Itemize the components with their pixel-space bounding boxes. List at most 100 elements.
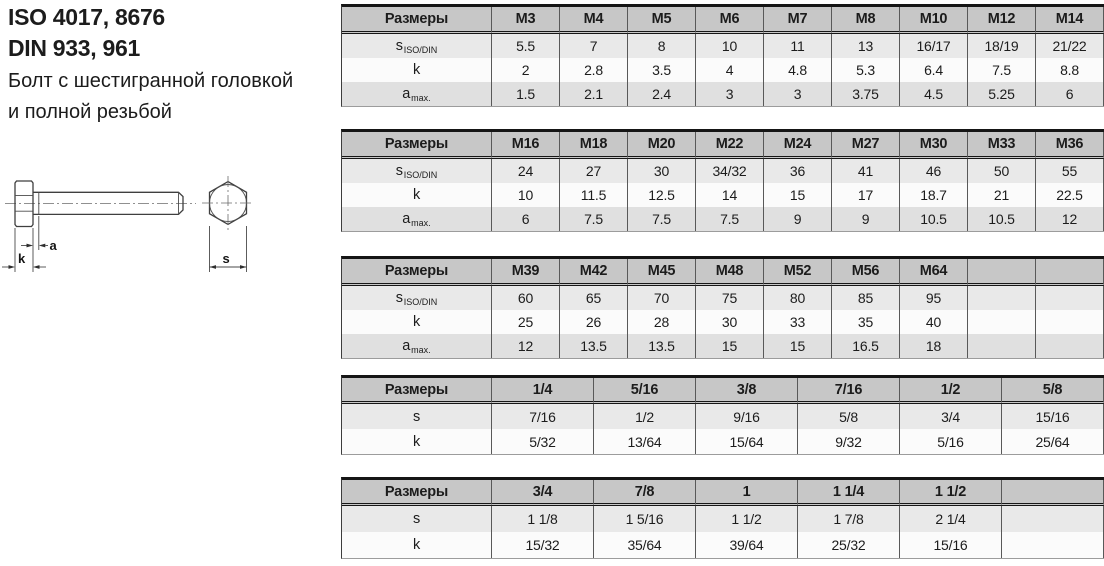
bolt-end-view	[202, 176, 254, 230]
data-cell: 16/17	[900, 34, 968, 58]
data-cell: 60	[492, 286, 560, 310]
data-cell: 17	[832, 183, 900, 207]
arrowhead	[26, 243, 33, 248]
data-cell: 22.5	[1036, 183, 1104, 207]
bolt-technical-drawing: a k s	[2, 176, 254, 272]
row-label-symbol: k	[412, 433, 421, 450]
data-cell: 1 7/8	[798, 506, 900, 532]
data-cell: 10	[492, 183, 560, 207]
column-header: M56	[832, 259, 900, 286]
data-cell: 75	[696, 286, 764, 310]
column-header: 1	[696, 480, 798, 506]
column-header: M18	[560, 132, 628, 159]
data-cell: 11	[764, 34, 832, 58]
row-label-subscript: max.	[411, 93, 431, 103]
column-header: M24	[764, 132, 832, 159]
row-label: k	[342, 429, 492, 454]
data-cell: 15	[764, 183, 832, 207]
data-cell: 7.5	[968, 58, 1036, 82]
column-header: M6	[696, 7, 764, 34]
data-cell: 4	[696, 58, 764, 82]
row-label-subscript: ISO/DIN	[403, 45, 438, 55]
data-cell: 5.25	[968, 82, 1036, 106]
arrowhead	[240, 265, 247, 269]
column-header	[1002, 480, 1104, 506]
data-cell: 9/16	[696, 404, 798, 429]
row-label-symbol: s	[395, 163, 403, 179]
column-header	[1036, 259, 1104, 286]
data-cell: 12	[492, 334, 560, 358]
row-label-subscript: max.	[411, 218, 431, 228]
product-description-line1: Болт с шестигранной головкой	[8, 70, 294, 92]
column-header: 1/4	[492, 378, 594, 404]
column-header: M4	[560, 7, 628, 34]
data-cell: 55	[1036, 159, 1104, 183]
data-cell: 15/16	[900, 532, 1002, 558]
data-cell	[968, 334, 1036, 358]
row-label-symbol: a	[402, 338, 411, 354]
data-cell: 12	[1036, 207, 1104, 231]
page-header: ISO 4017, 8676 DIN 933, 961 Болт с шести…	[8, 2, 293, 126]
table-header-label: Размеры	[342, 7, 492, 34]
data-cell: 7.5	[560, 207, 628, 231]
data-cell: 2.4	[628, 82, 696, 106]
standard-iso-title: ISO 4017, 8676	[8, 4, 165, 30]
data-cell: 6	[1036, 82, 1104, 106]
row-label: a max.	[342, 207, 492, 231]
data-cell: 3	[696, 82, 764, 106]
data-cell: 26	[560, 310, 628, 334]
column-header: 3/8	[696, 378, 798, 404]
dimensions-table-metric-m16-m36: Размеры M16 M18 M20 M22 M24 M27 M30 M33 M36 s ISO/D…	[341, 129, 1104, 232]
row-label-subscript: max.	[411, 345, 431, 355]
data-cell: 1.5	[492, 82, 560, 106]
column-header: M8	[832, 7, 900, 34]
data-cell: 13.5	[628, 334, 696, 358]
data-cell: 4.5	[900, 82, 968, 106]
data-cell: 1 1/2	[696, 506, 798, 532]
row-label-symbol: k	[412, 187, 421, 203]
data-cell: 7/16	[492, 404, 594, 429]
row-label: s ISO/DIN	[342, 34, 492, 58]
dimension-k: k	[2, 228, 46, 272]
data-cell: 95	[900, 286, 968, 310]
bolt-shank-outline	[33, 191, 184, 216]
data-cell: 16.5	[832, 334, 900, 358]
column-header: M22	[696, 132, 764, 159]
data-cell	[1002, 506, 1104, 532]
data-cell: 46	[900, 159, 968, 183]
data-cell: 9	[832, 207, 900, 231]
data-cell: 5/16	[900, 429, 1002, 454]
column-header: M16	[492, 132, 560, 159]
column-header: 1 1/2	[900, 480, 1002, 506]
data-cell: 11.5	[560, 183, 628, 207]
data-cell: 35	[832, 310, 900, 334]
data-cell: 2	[492, 58, 560, 82]
data-cell: 15	[696, 334, 764, 358]
data-cell: 10.5	[900, 207, 968, 231]
data-cell: 8.8	[1036, 58, 1104, 82]
column-header: 5/8	[1002, 378, 1104, 404]
data-cell: 25	[492, 310, 560, 334]
column-header	[968, 259, 1036, 286]
data-cell: 35/64	[594, 532, 696, 558]
data-cell: 18.7	[900, 183, 968, 207]
data-cell: 1/2	[594, 404, 696, 429]
column-header: 1 1/4	[798, 480, 900, 506]
dimension-s-label: s	[223, 251, 230, 266]
data-cell: 33	[764, 310, 832, 334]
column-header: M14	[1036, 7, 1104, 34]
data-cell: 9	[764, 207, 832, 231]
data-cell: 4.8	[764, 58, 832, 82]
data-cell: 1 1/8	[492, 506, 594, 532]
data-cell: 70	[628, 286, 696, 310]
row-label: s	[342, 506, 492, 532]
data-cell: 9/32	[798, 429, 900, 454]
data-cell: 18	[900, 334, 968, 358]
data-cell: 30	[628, 159, 696, 183]
arrowhead	[8, 265, 15, 269]
data-cell: 3	[764, 82, 832, 106]
arrowhead	[33, 265, 40, 269]
row-label-symbol: s	[395, 290, 403, 306]
row-label-symbol: a	[402, 211, 411, 227]
data-cell: 40	[900, 310, 968, 334]
